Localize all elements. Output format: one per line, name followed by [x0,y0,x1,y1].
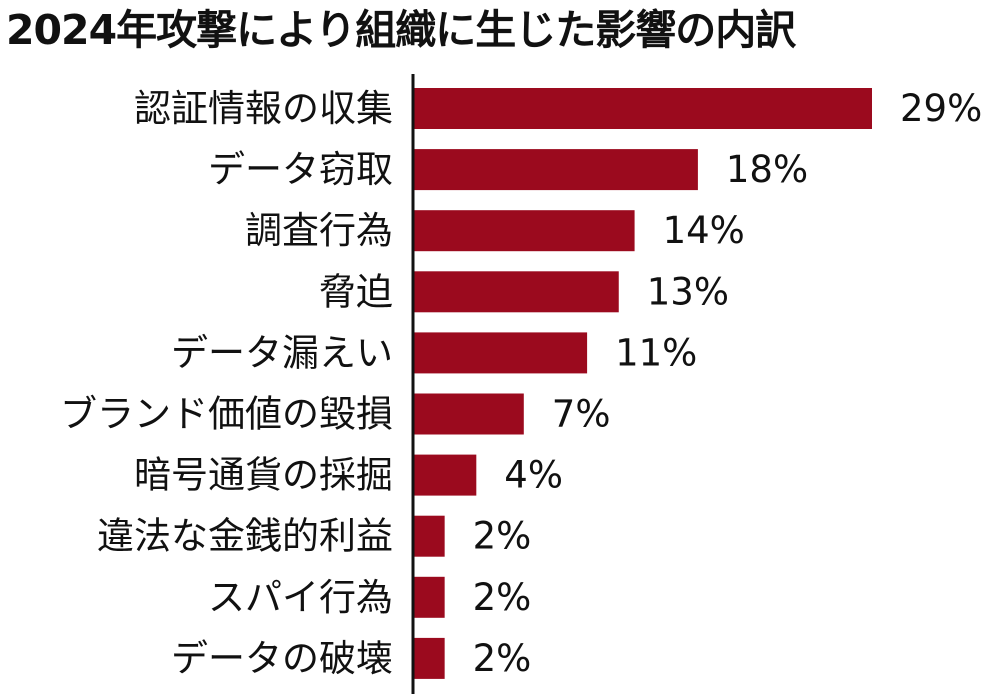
bar [413,454,477,496]
value-label: 14% [663,209,745,252]
category-label: データ窃取 [208,148,393,191]
chart-title: 2024年攻撃により組織に生じた影響の内訳 [6,6,796,54]
bar [413,637,445,679]
value-label: 11% [615,331,697,374]
bar [413,332,588,374]
bar [413,576,445,618]
category-label: データ漏えい [171,331,393,374]
value-label: 18% [726,148,808,191]
value-label: 29% [900,87,982,130]
category-label: ブランド価値の毀損 [60,393,393,436]
bar [413,271,619,313]
bar [413,149,698,191]
bar [413,515,445,557]
category-labels-group: 認証情報の収集データ窃取調査行為脅迫データ漏えいブランド価値の毀損暗号通貨の採掘… [60,87,393,680]
category-label: スパイ行為 [208,576,393,619]
category-label: データの破壊 [171,637,393,680]
category-label: 脅迫 [319,270,393,313]
category-label: 調査行為 [245,209,393,252]
value-label: 2% [473,576,532,619]
value-label: 2% [473,637,532,680]
value-label: 13% [647,270,729,313]
bar [413,393,524,435]
category-label: 認証情報の収集 [134,87,393,130]
value-label: 7% [552,393,611,436]
bar [413,210,635,252]
value-labels-group: 29% 18% 14% 13% 11%7% 4% 2% 2% 2% [473,87,983,680]
category-label: 暗号通貨の採掘 [134,454,393,497]
value-label: 4% [504,454,563,497]
bar [413,88,872,129]
bars-group [413,88,872,679]
value-label: 2% [473,515,532,558]
category-label: 違法な金銭的利益 [97,515,393,558]
